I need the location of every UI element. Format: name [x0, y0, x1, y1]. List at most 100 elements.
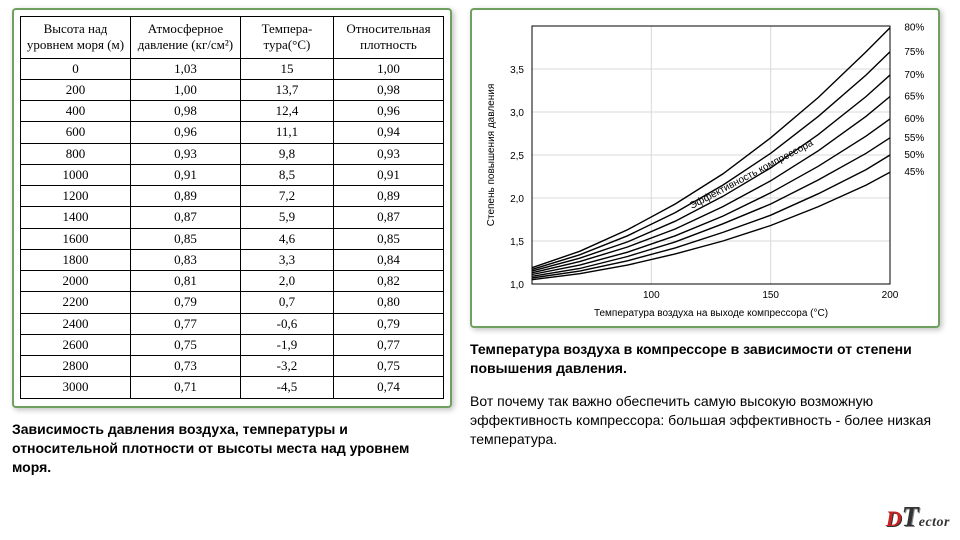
table-cell: 0,81 [130, 271, 240, 292]
table-cell: 600 [21, 122, 131, 143]
table-cell: 4,6 [240, 228, 333, 249]
table-cell: 0,80 [333, 292, 443, 313]
svg-text:Температура воздуха на выходе: Температура воздуха на выходе компрессор… [594, 308, 828, 319]
table-cell: 15 [240, 58, 333, 79]
table-cell: -4,5 [240, 377, 333, 398]
table-row: 12000,897,20,89 [21, 186, 444, 207]
svg-text:70%: 70% [904, 70, 924, 81]
table-cell: -1,9 [240, 334, 333, 355]
table-cell: 0,75 [333, 356, 443, 377]
table-cell: 5,9 [240, 207, 333, 228]
table-cell: 1,03 [130, 58, 240, 79]
table-cell: 2200 [21, 292, 131, 313]
table-cell: 0 [21, 58, 131, 79]
right-body-text: Вот почему так важно обеспечить самую вы… [470, 392, 940, 449]
table-cell: 800 [21, 143, 131, 164]
table-row: 16000,854,60,85 [21, 228, 444, 249]
svg-text:150: 150 [762, 290, 779, 301]
table-cell: 0,84 [333, 249, 443, 270]
table-row: 2001,0013,70,98 [21, 79, 444, 100]
svg-text:80%: 80% [904, 23, 924, 34]
svg-text:45%: 45% [904, 167, 924, 178]
table-cell: -0,6 [240, 313, 333, 334]
table-cell: 0,89 [130, 186, 240, 207]
table-cell: 0,96 [130, 122, 240, 143]
svg-text:2,0: 2,0 [510, 194, 524, 205]
table-cell: 0,85 [333, 228, 443, 249]
table-cell: -3,2 [240, 356, 333, 377]
table-cell: 11,1 [240, 122, 333, 143]
table-cell: 0,83 [130, 249, 240, 270]
table-row: 30000,71-4,50,74 [21, 377, 444, 398]
svg-text:3,5: 3,5 [510, 65, 524, 76]
table-cell: 0,87 [130, 207, 240, 228]
svg-text:75%: 75% [904, 47, 924, 58]
table-panel: Высота над уровнем моря (м)Атмосферное д… [12, 8, 452, 408]
table-cell: 0,79 [333, 313, 443, 334]
left-caption: Зависимость давления воздуха, температур… [12, 420, 452, 477]
table-cell: 0,93 [333, 143, 443, 164]
table-cell: 0,91 [130, 164, 240, 185]
table-cell: 1,00 [130, 79, 240, 100]
logo: DTector [886, 502, 950, 534]
table-cell: 2400 [21, 313, 131, 334]
svg-text:60%: 60% [904, 114, 924, 125]
table-header-cell: Атмосферное давление (кг/см²) [130, 17, 240, 59]
right-caption: Температура воздуха в компрессоре в зави… [470, 340, 940, 378]
table-cell: 3,3 [240, 249, 333, 270]
table-cell: 0,96 [333, 101, 443, 122]
table-cell: 0,77 [333, 334, 443, 355]
table-cell: 9,8 [240, 143, 333, 164]
table-header-cell: Относительная плотность [333, 17, 443, 59]
table-row: 18000,833,30,84 [21, 249, 444, 270]
table-cell: 1,00 [333, 58, 443, 79]
svg-text:Степень повышения давления: Степень повышения давления [486, 84, 497, 227]
table-cell: 13,7 [240, 79, 333, 100]
table-cell: 0,71 [130, 377, 240, 398]
table-cell: 0,89 [333, 186, 443, 207]
svg-text:1,5: 1,5 [510, 237, 524, 248]
svg-text:50%: 50% [904, 150, 924, 161]
table-cell: 200 [21, 79, 131, 100]
table-row: 6000,9611,10,94 [21, 122, 444, 143]
table-cell: 0,85 [130, 228, 240, 249]
table-cell: 3000 [21, 377, 131, 398]
table-cell: 1200 [21, 186, 131, 207]
table-cell: 7,2 [240, 186, 333, 207]
table-header-cell: Высота над уровнем моря (м) [21, 17, 131, 59]
table-cell: 0,98 [333, 79, 443, 100]
table-cell: 0,79 [130, 292, 240, 313]
table-row: 26000,75-1,90,77 [21, 334, 444, 355]
svg-text:1,0: 1,0 [510, 280, 524, 291]
table-cell: 1600 [21, 228, 131, 249]
svg-text:65%: 65% [904, 92, 924, 103]
table-row: 14000,875,90,87 [21, 207, 444, 228]
table-row: 20000,812,00,82 [21, 271, 444, 292]
table-header-cell: Темпера-тура(°C) [240, 17, 333, 59]
compressor-chart: 45%50%55%60%65%70%75%80%1001502001,01,52… [478, 16, 934, 322]
svg-text:200: 200 [882, 290, 899, 301]
table-row: 22000,790,70,80 [21, 292, 444, 313]
table-cell: 0,77 [130, 313, 240, 334]
altitude-table: Высота над уровнем моря (м)Атмосферное д… [20, 16, 444, 399]
svg-text:55%: 55% [904, 133, 924, 144]
table-cell: 0,75 [130, 334, 240, 355]
table-row: 28000,73-3,20,75 [21, 356, 444, 377]
chart-panel: 45%50%55%60%65%70%75%80%1001502001,01,52… [470, 8, 940, 328]
table-cell: 1000 [21, 164, 131, 185]
table-cell: 0,94 [333, 122, 443, 143]
table-cell: 2000 [21, 271, 131, 292]
table-cell: 0,73 [130, 356, 240, 377]
table-row: 10000,918,50,91 [21, 164, 444, 185]
table-cell: 1400 [21, 207, 131, 228]
table-cell: 0,7 [240, 292, 333, 313]
table-cell: 2800 [21, 356, 131, 377]
table-cell: 12,4 [240, 101, 333, 122]
table-cell: 0,91 [333, 164, 443, 185]
table-cell: 2600 [21, 334, 131, 355]
table-cell: 0,93 [130, 143, 240, 164]
table-row: 24000,77-0,60,79 [21, 313, 444, 334]
table-cell: 400 [21, 101, 131, 122]
table-cell: 2,0 [240, 271, 333, 292]
svg-text:2,5: 2,5 [510, 151, 524, 162]
